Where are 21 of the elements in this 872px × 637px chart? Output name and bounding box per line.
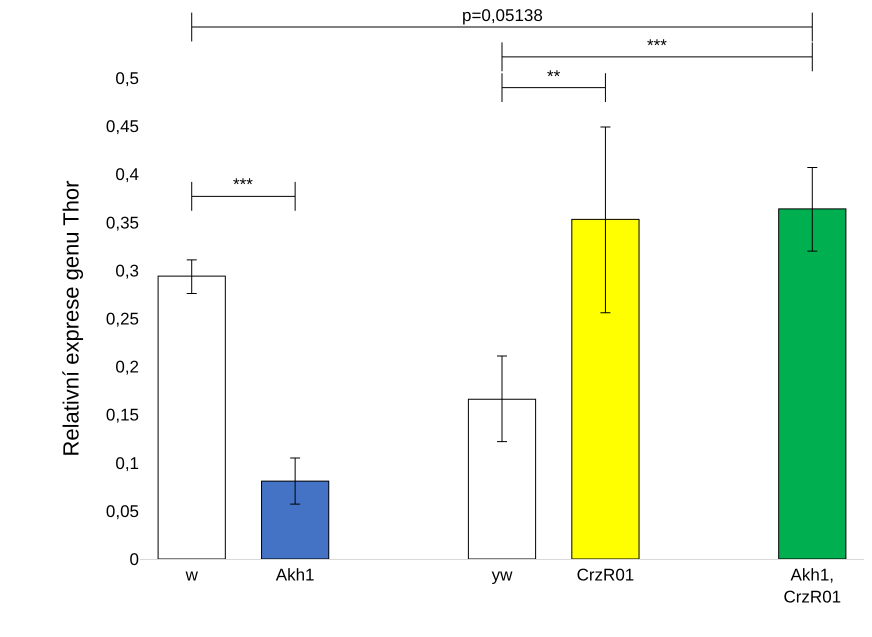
y-tick-label: 0 bbox=[130, 550, 139, 569]
annotation: *** bbox=[233, 175, 254, 194]
y-tick-label: 0,4 bbox=[115, 165, 139, 184]
y-axis-title: Relativní exprese genu Thor bbox=[58, 180, 84, 456]
annotation: ** bbox=[547, 67, 561, 86]
y-tick-label: 0,05 bbox=[106, 502, 139, 521]
text: *** bbox=[647, 36, 668, 55]
y-tick-label: 0,45 bbox=[106, 117, 139, 136]
y-tick-label: 0,25 bbox=[106, 309, 139, 328]
y-tick-label: 0,5 bbox=[115, 68, 139, 88]
x-tick-label: Akh1, CrzR01 bbox=[783, 565, 842, 606]
x-tick-label: w bbox=[184, 565, 199, 584]
text: p=0,05138 bbox=[462, 6, 543, 25]
y-tick-label: 0,15 bbox=[106, 406, 139, 425]
y-tick-label: 0,35 bbox=[106, 213, 139, 232]
y-tick-label: 0,3 bbox=[115, 261, 139, 280]
x-tick-label: CrzR01 bbox=[576, 565, 634, 584]
x-tick-label: yw bbox=[492, 565, 514, 584]
y-tick-label: 0,1 bbox=[115, 454, 139, 473]
y-tick-label: 0,2 bbox=[115, 358, 139, 377]
x-tick-label: Akh1 bbox=[276, 565, 315, 584]
